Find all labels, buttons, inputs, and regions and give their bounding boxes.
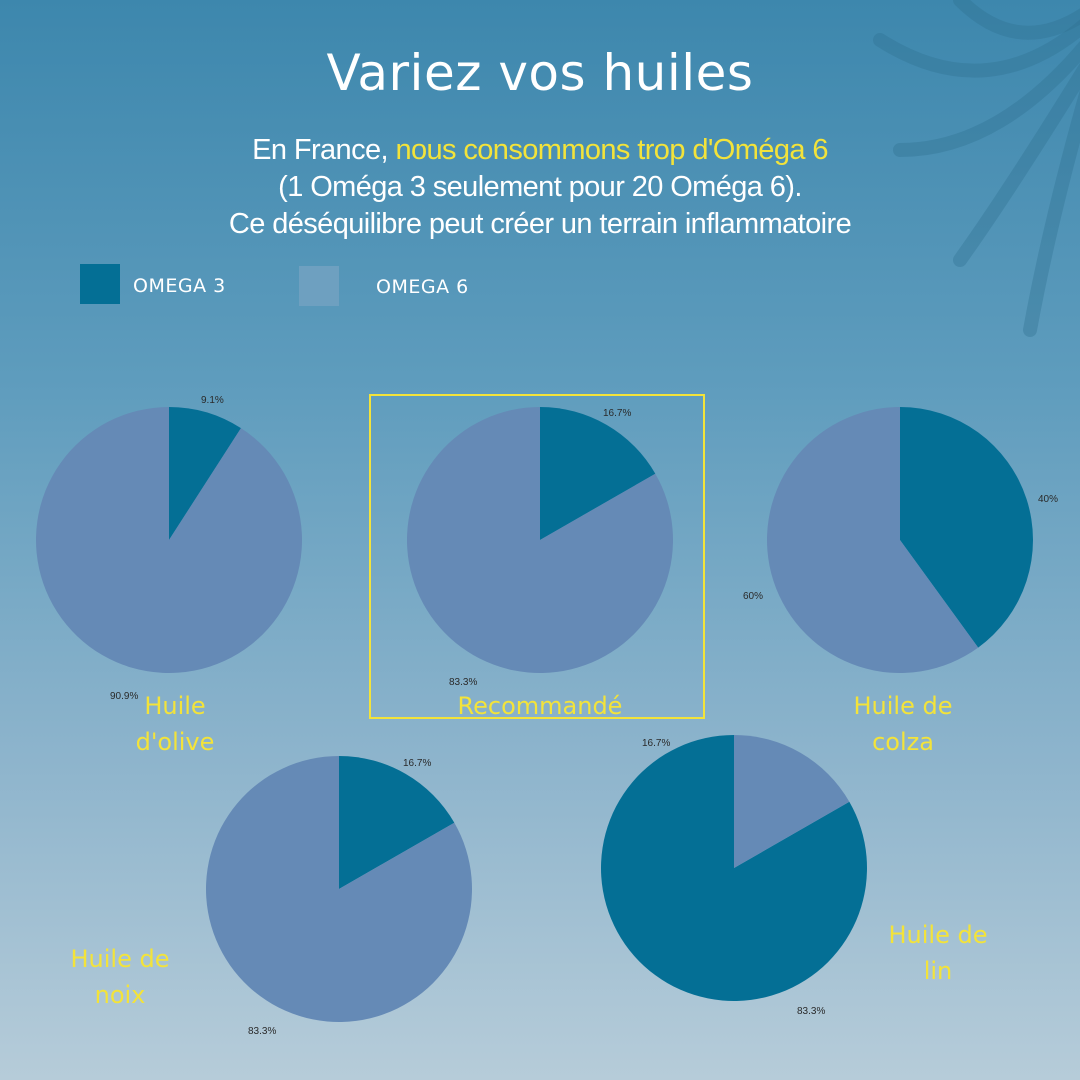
legend-swatch-omega3 <box>80 264 120 304</box>
legend-swatch-omega6 <box>299 266 339 306</box>
subtitle-highlight: nous consommons trop d'Oméga 6 <box>395 134 828 166</box>
data-label-omega6: 83.3% <box>449 677 477 688</box>
pie-slice-omega6 <box>206 756 473 1022</box>
data-label-omega6: 90.9% <box>110 691 138 702</box>
pie-slice-omega6 <box>734 735 850 868</box>
pie-chart-4: 16.7% 83.3% <box>206 756 473 1037</box>
pie-chart-1: 9.1% 90.9% <box>35 395 302 702</box>
data-label-omega6: 83.3% <box>248 1026 276 1037</box>
pie-slice-omega3 <box>900 407 1033 648</box>
chart-label-line: noix <box>94 981 146 1009</box>
data-label-omega6: 16.7% <box>642 738 670 749</box>
pie-slice-omega6 <box>406 407 673 674</box>
page-title: Variez vos huiles <box>326 44 754 102</box>
chart-label-line: d'olive <box>135 728 215 756</box>
subtitle-line-2: (1 Oméga 3 seulement pour 20 Oméga 6). <box>278 171 802 203</box>
chart-label: Huile de lin <box>863 917 1013 989</box>
pie-slice-omega3 <box>169 407 241 540</box>
chart-label-line: Huile de <box>888 921 988 949</box>
chart-label-line: lin <box>923 957 953 985</box>
pie-slice-omega3 <box>540 407 656 540</box>
subtitle-prefix: En France, <box>252 134 396 166</box>
subtitle-line-3: Ce déséquilibre peut créer un terrain in… <box>228 208 852 240</box>
chart-label-line: colza <box>872 728 934 756</box>
pie-chart-2: 16.7% 83.3% <box>406 407 673 688</box>
legend-label-omega6: OMEGA 6 <box>376 276 469 298</box>
legend-label-omega3: OMEGA 3 <box>133 275 226 297</box>
data-label-omega3: 9.1% <box>201 395 224 406</box>
chart-label: Huile de colza <box>828 688 978 760</box>
chart-label: Recommandé <box>400 688 680 724</box>
pie-chart-3: 40% 60% <box>743 407 1058 673</box>
subtitle: En France, nous consommons trop d'Oméga … <box>0 132 1080 243</box>
chart-label: Huile de noix <box>45 941 195 1013</box>
chart-label-line: Huile <box>144 692 206 720</box>
pie-slice-omega3 <box>339 756 455 889</box>
data-label-omega3: 40% <box>1038 494 1058 505</box>
data-label-omega3: 16.7% <box>403 758 431 769</box>
pie-slice-omega6 <box>35 406 302 673</box>
data-label-omega6: 60% <box>743 591 763 602</box>
chart-label-line: Recommandé <box>457 692 623 720</box>
data-label-omega3: 16.7% <box>603 408 631 419</box>
chart-label-line: Huile de <box>853 692 953 720</box>
chart-label: Huile d'olive <box>100 688 250 760</box>
pie-slice-omega6 <box>767 407 979 673</box>
chart-label-line: Huile de <box>70 945 170 973</box>
data-label-omega3: 83.3% <box>797 1006 825 1017</box>
pie-chart-5: 83.3% 16.7% <box>601 735 867 1017</box>
subtitle-line-1: En France, nous consommons trop d'Oméga … <box>0 132 1080 169</box>
recommended-highlight-frame <box>369 394 705 719</box>
